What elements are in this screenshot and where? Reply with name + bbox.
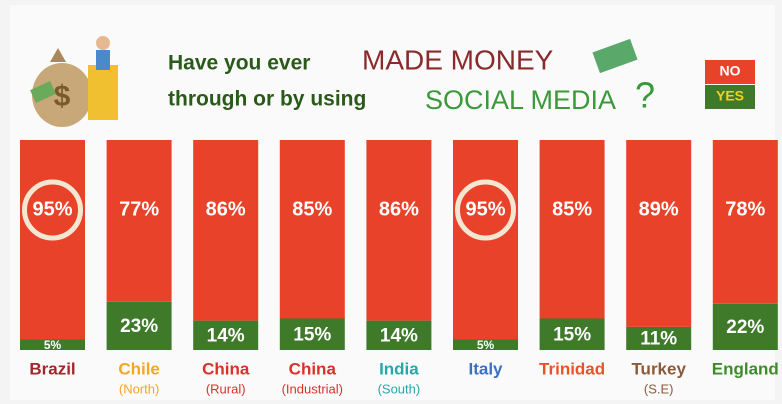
value-label: 85%	[292, 198, 332, 220]
category-label: England	[712, 359, 779, 378]
value-label: 23%	[120, 316, 158, 337]
value-label: 89%	[639, 198, 679, 220]
value-label: 22%	[726, 317, 764, 338]
category-label: Chile	[118, 359, 160, 378]
bar-no	[279, 140, 345, 319]
category-sublabel: (S.E)	[644, 381, 674, 396]
value-label: 14%	[380, 325, 418, 346]
category-label: Italy	[468, 359, 503, 378]
value-label: 86%	[379, 198, 419, 220]
value-label: 15%	[553, 324, 591, 345]
value-label: 85%	[552, 198, 592, 220]
bar-no	[366, 140, 432, 321]
title-highlight: SOCIAL MEDIA	[425, 85, 616, 115]
value-label: 5%	[477, 338, 495, 352]
value-label: 86%	[206, 198, 246, 220]
bar-yes	[106, 301, 172, 350]
legend-label: NO	[720, 63, 741, 79]
bar-no	[539, 140, 605, 319]
bar-yes	[366, 320, 432, 350]
bar-no	[712, 140, 778, 304]
title-mark: ?	[635, 75, 655, 116]
bar-yes	[279, 318, 345, 350]
title-highlight: MADE MONEY	[362, 44, 554, 75]
category-sublabel: (South)	[378, 381, 421, 396]
category-label: Trinidad	[539, 359, 605, 378]
category-sublabel: (Industrial)	[282, 381, 343, 396]
value-label: 11%	[640, 328, 677, 349]
bar-yes	[20, 339, 85, 350]
title-line: Have you ever	[168, 52, 310, 75]
value-label: 14%	[207, 325, 245, 346]
highlight-ring	[455, 179, 516, 241]
bar-yes	[453, 339, 518, 350]
category-label: Turkey	[631, 359, 686, 378]
bar-no	[193, 140, 259, 321]
value-label: 77%	[119, 198, 159, 220]
category-sublabel: (Rural)	[206, 381, 246, 396]
bar-yes	[193, 320, 259, 350]
bar-yes	[626, 326, 692, 350]
legend-swatch	[705, 60, 755, 84]
bar-yes	[539, 318, 605, 350]
value-label: 15%	[293, 324, 331, 345]
title-line: through or by using	[168, 88, 366, 111]
money-illustration: $	[30, 36, 638, 127]
bar-no	[106, 140, 172, 302]
category-label: India	[379, 359, 419, 378]
bar-yes	[712, 303, 778, 350]
legend-swatch	[705, 85, 755, 109]
category-label: China	[202, 359, 250, 378]
category-label: China	[289, 359, 337, 378]
value-label: 95%	[465, 198, 505, 220]
legend-label: YES	[716, 88, 744, 104]
highlight-ring	[22, 179, 83, 241]
value-label: 78%	[725, 198, 765, 220]
category-sublabel: (North)	[119, 381, 159, 396]
svg-text:$: $	[54, 80, 71, 113]
value-label: 5%	[44, 338, 62, 352]
value-label: 95%	[32, 198, 72, 220]
bar-no	[626, 140, 692, 327]
category-label: Brazil	[29, 359, 75, 378]
